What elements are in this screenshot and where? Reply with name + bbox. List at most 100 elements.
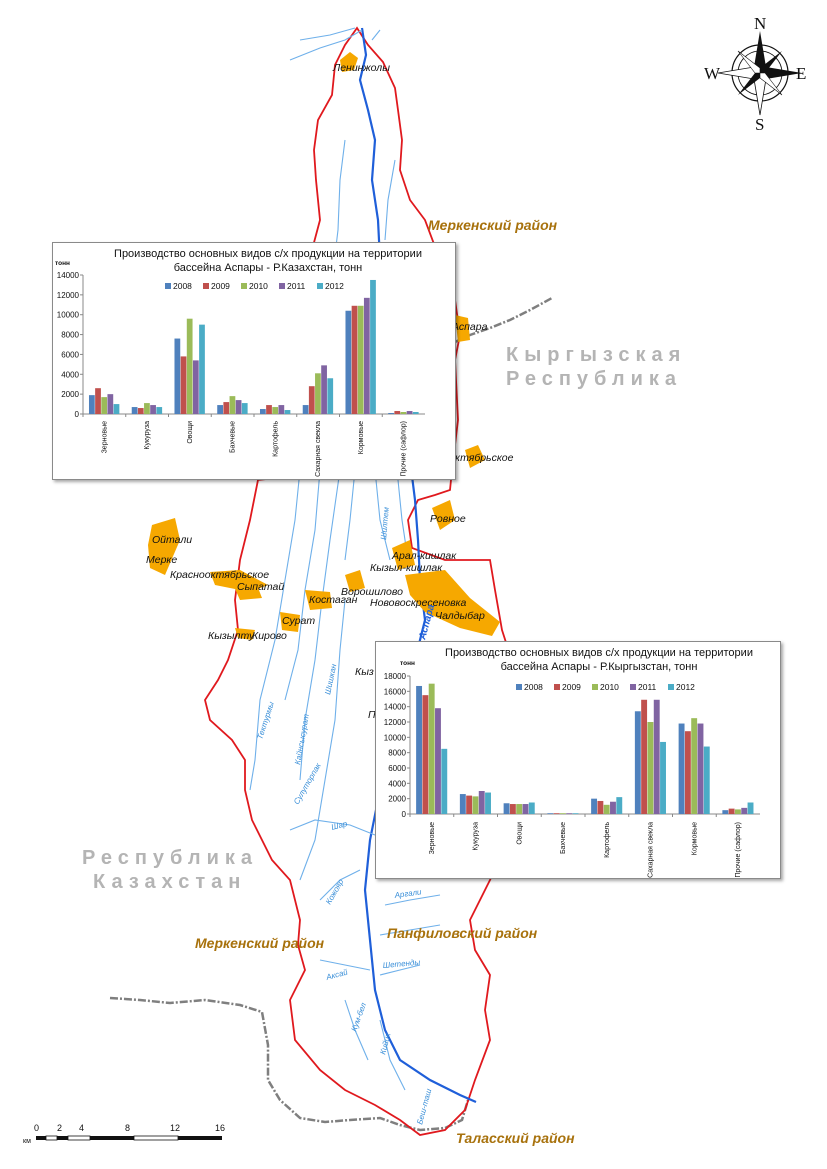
bar-2009-4: [597, 800, 604, 814]
bar-2010-6: [691, 718, 698, 814]
bar-2012-0: [441, 748, 448, 814]
y-tick-label: 4000: [388, 779, 406, 788]
chart-title-line2: бассейна Аспары - Р.Кыргызстан, тонн: [501, 661, 698, 673]
compass-rose: N S E W: [704, 14, 806, 134]
chart-title-line1: Производство основных видов с/х продукци…: [114, 248, 422, 260]
bar-2008-7: [722, 810, 729, 814]
river-label-kainsysurat: Кайнсысурат: [293, 713, 311, 765]
bar-2010-5: [315, 373, 321, 414]
compass-w: W: [704, 64, 721, 83]
scale-tick-12: 12: [170, 1123, 180, 1133]
category-label: Кормовые: [691, 822, 698, 855]
category-label: Бахчевые: [230, 421, 237, 453]
bar-2011-2: [522, 804, 529, 814]
bar-2009-6: [351, 305, 358, 414]
bar-2008-4: [591, 798, 598, 814]
label-oitali: Ойтали: [152, 534, 192, 546]
scale-tick-2: 2: [57, 1123, 62, 1133]
label-oktyabrskoe: ктябрьское: [455, 452, 514, 464]
category-label: Кукуруза: [473, 822, 480, 851]
legend-swatch-2010: [241, 283, 247, 289]
bar-2008-6: [678, 723, 685, 814]
bar-2008-0: [416, 685, 423, 814]
scale-bar: 0 2 4 8 12 16 км: [23, 1123, 225, 1145]
bar-2011-7: [406, 411, 413, 414]
legend-swatch-2011: [630, 684, 636, 690]
legend-label-2008: 2008: [524, 682, 543, 692]
label-rovnoe: Ровное: [430, 513, 466, 525]
settlements: [148, 52, 500, 640]
bar-2009-4: [266, 405, 272, 414]
y-tick-label: 10000: [57, 311, 80, 320]
category-label: Овощи: [516, 822, 523, 845]
bar-2008-4: [259, 409, 266, 414]
legend-label-2008: 2008: [173, 281, 192, 291]
y-tick-label: 12000: [57, 291, 80, 300]
bar-2011-6: [363, 297, 370, 414]
bar-2008-1: [131, 407, 138, 414]
bar-2008-5: [302, 405, 309, 414]
category-label: Прочие (сафлор): [401, 421, 408, 477]
bar-2008-5: [634, 711, 641, 814]
y-tick-label: 10000: [384, 733, 407, 742]
district-merke-north: Меркенский район: [428, 217, 558, 233]
bar-2009-2: [509, 804, 516, 814]
bar-2010-0: [428, 683, 435, 814]
bar-2012-0: [113, 404, 120, 414]
compass-n: N: [754, 14, 766, 33]
y-tick-label: 6000: [388, 764, 406, 773]
legend-swatch-2008: [165, 283, 171, 289]
chart-title-line2: бассейна Аспары - Р.Казахстан, тонн: [174, 262, 363, 274]
y-tick-label: 14000: [384, 703, 407, 712]
label-kyzyl-kishlak: Кызыл-кишлак: [370, 562, 443, 574]
category-label: Картофель: [272, 421, 279, 457]
category-label: Зерновые: [101, 421, 108, 454]
legend-label-2010: 2010: [600, 682, 619, 692]
bar-2008-3: [547, 813, 554, 814]
y-tick-label: 2000: [61, 390, 79, 399]
bar-2011-4: [610, 801, 616, 814]
bar-2011-4: [278, 405, 285, 414]
bar-2009-5: [308, 386, 315, 414]
bar-2012-3: [572, 813, 579, 814]
category-label: Кукуруза: [144, 421, 151, 450]
district-merke-south: Меркенский район: [195, 935, 325, 951]
river-aspara: [358, 27, 477, 1104]
y-tick-label: 4000: [61, 370, 79, 379]
bar-2008-7: [388, 413, 394, 414]
label-chaldybar: Чалдыбар: [435, 610, 485, 622]
bar-2012-3: [241, 403, 248, 414]
bar-2010-6: [357, 305, 364, 414]
legend-swatch-2009: [203, 283, 209, 289]
chart-kyrgyzstan: Производство основных видов с/х продукци…: [375, 641, 781, 879]
legend-swatch-2012: [317, 283, 323, 289]
legend-label-2012: 2012: [676, 682, 695, 692]
bar-2011-2: [192, 360, 199, 414]
scale-tick-0: 0: [34, 1123, 39, 1133]
bar-2008-0: [88, 395, 95, 414]
bar-2010-5: [647, 722, 654, 814]
compass-e: E: [796, 64, 806, 83]
bar-2010-0: [101, 397, 108, 414]
river-label-kum-bel: Кум-бел: [349, 1001, 368, 1033]
bar-2011-3: [235, 400, 242, 414]
bar-2011-5: [321, 365, 327, 414]
bar-2009-3: [553, 813, 560, 814]
legend-label-2011: 2011: [638, 682, 657, 692]
legend-swatch-2011: [279, 283, 285, 289]
bar-2011-5: [653, 699, 660, 814]
category-label: Бахчевые: [560, 822, 567, 854]
y-tick-label: 18000: [384, 672, 407, 681]
chart-unit-label: тонн: [55, 260, 70, 267]
scale-tick-16: 16: [215, 1123, 225, 1133]
label-leninzholy: Ленинжолы: [332, 62, 390, 74]
legend-swatch-2012: [668, 684, 674, 690]
bar-2012-1: [485, 792, 491, 814]
bar-2012-5: [327, 378, 334, 414]
state-border-south: [109, 996, 470, 1132]
bar-2010-4: [272, 407, 279, 414]
country-kazakh-line2: Казахстан: [93, 871, 246, 893]
label-krasnooktyabrskoe: Краснооктябрьское: [170, 569, 269, 581]
label-merke: Мерке: [146, 554, 177, 566]
